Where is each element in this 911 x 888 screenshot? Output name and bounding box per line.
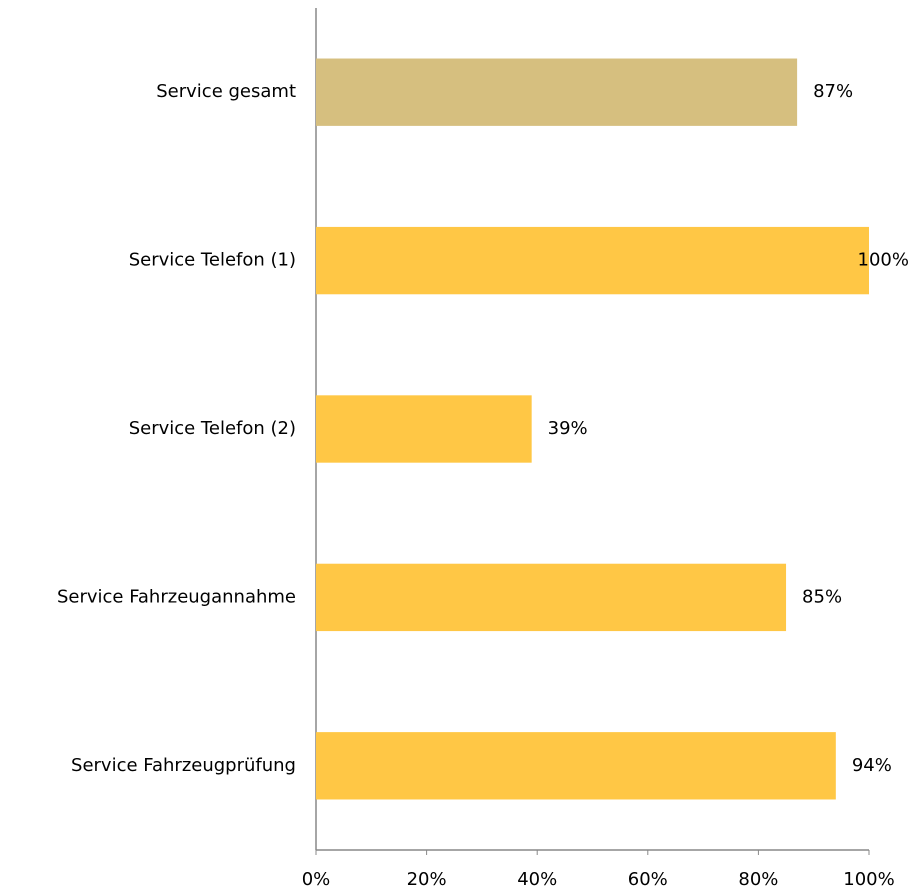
bar bbox=[316, 58, 798, 126]
data-label: 100% bbox=[858, 250, 909, 271]
bar bbox=[316, 226, 869, 295]
y-tick-label: Service Fahrzeugprüfung bbox=[71, 755, 296, 776]
data-label: 39% bbox=[548, 418, 588, 439]
data-label: 85% bbox=[802, 586, 842, 607]
y-tick-label: Service Telefon (1) bbox=[129, 250, 296, 271]
x-tick-label: 60% bbox=[628, 869, 668, 888]
x-tick-label: 40% bbox=[517, 869, 557, 888]
x-tick-label: 0% bbox=[302, 869, 331, 888]
x-tick-label: 100% bbox=[843, 869, 894, 888]
bar bbox=[316, 732, 836, 800]
bar bbox=[316, 563, 787, 632]
y-tick-label: Service gesamt bbox=[156, 81, 296, 102]
data-label: 87% bbox=[813, 81, 853, 102]
x-tick-label: 80% bbox=[738, 869, 778, 888]
bar bbox=[316, 395, 532, 463]
x-tick-label: 20% bbox=[407, 869, 447, 888]
y-tick-label: Service Fahrzeugannahme bbox=[57, 586, 296, 607]
y-tick-label: Service Telefon (2) bbox=[129, 418, 296, 439]
data-label: 94% bbox=[852, 755, 892, 776]
